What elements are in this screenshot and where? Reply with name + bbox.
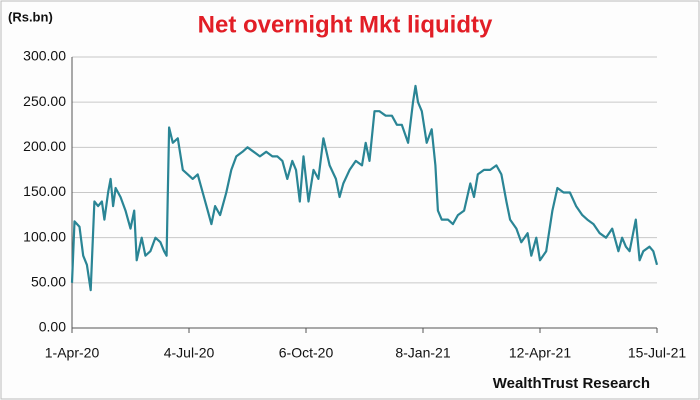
y-tick-label: 200.00 — [23, 138, 66, 154]
y-tick-label: 250.00 — [23, 93, 66, 109]
y-tick-label: 50.00 — [31, 274, 66, 290]
x-tick-label: 4-Jul-20 — [164, 345, 215, 361]
source: WealthTrust Research — [493, 375, 650, 392]
x-tick-label: 15-Jul-21 — [628, 345, 687, 361]
y-tick-label: 100.00 — [23, 228, 66, 244]
data-line — [70, 84, 659, 292]
y-tick-label: 300.00 — [23, 48, 66, 64]
unit-label: (Rs.bn) — [8, 9, 53, 24]
y-tick-label: 150.00 — [23, 183, 66, 199]
x-tick-label: 6-Oct-20 — [279, 345, 334, 361]
x-tick-label: 1-Apr-20 — [45, 345, 100, 361]
y-tick-label: 0.00 — [39, 319, 66, 335]
chart-title: Net overnight Mkt liquidty — [198, 11, 493, 38]
x-tick-label: 12-Apr-21 — [509, 345, 571, 361]
x-tick-label: 8-Jan-21 — [395, 345, 450, 361]
